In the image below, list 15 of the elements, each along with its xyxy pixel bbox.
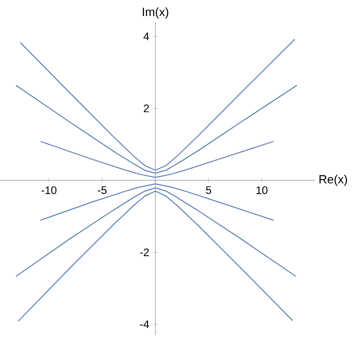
x-tick-label: -5 xyxy=(98,186,107,194)
line-series xyxy=(15,187,296,277)
x-tick-label: 10 xyxy=(256,186,268,194)
y-tick-label: 4 xyxy=(144,32,150,40)
line-series xyxy=(20,38,296,171)
line-series xyxy=(40,140,274,178)
y-tick-label: 2 xyxy=(144,104,149,112)
y-axis-title: Im(x) xyxy=(142,7,168,18)
x-tick-label: -10 xyxy=(42,186,56,194)
x-axis-title: Re(x) xyxy=(320,174,347,186)
line-series xyxy=(15,84,298,174)
y-tick-label: -4 xyxy=(140,320,150,328)
y-tick-label: -2 xyxy=(140,248,149,256)
line-series xyxy=(40,183,274,221)
x-tick-label: 5 xyxy=(206,186,212,194)
